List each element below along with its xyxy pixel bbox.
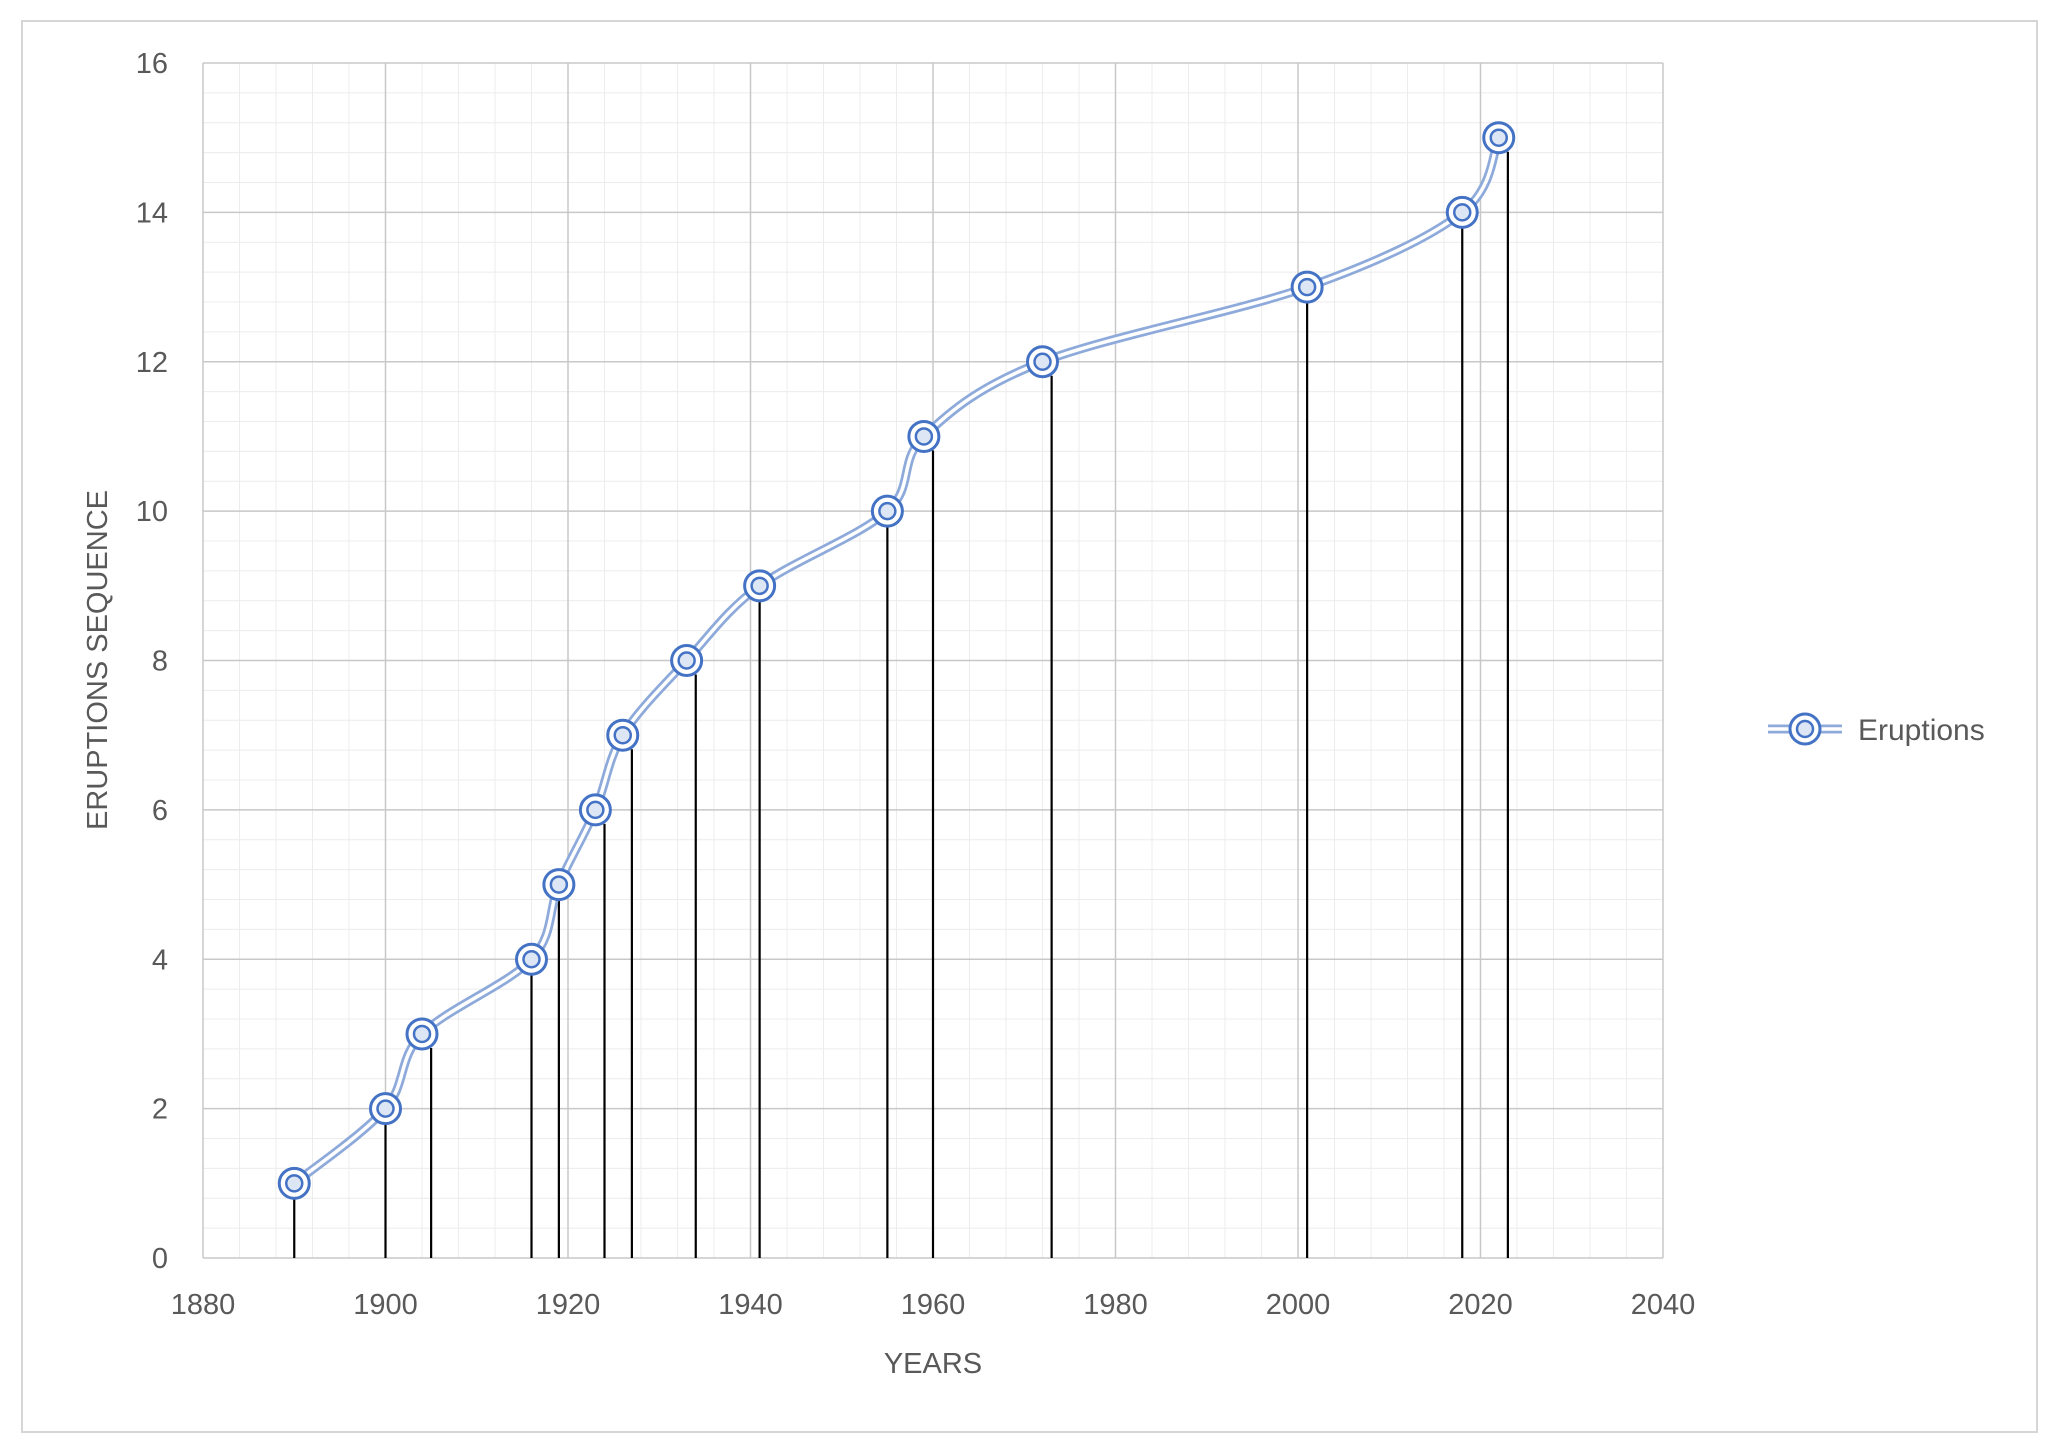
y-tick-label: 12 [136,347,168,379]
x-tick-label: 2020 [1448,1289,1513,1321]
y-tick-label: 6 [152,795,168,827]
legend-swatch-eruptions [1768,712,1842,746]
data-point-marker [606,718,640,752]
y-tick-label: 4 [152,944,168,976]
marker-inner-ring [586,800,605,820]
marker-inner-ring [376,1099,395,1118]
series-line-inner [292,135,1501,1186]
data-point-marker [670,644,704,677]
y-tick-label: 10 [136,496,168,528]
x-tick-label: 2000 [1266,1289,1331,1321]
legend-label-eruptions: Eruptions [1858,714,1985,747]
data-point-marker [578,793,612,827]
drop-lines [293,151,1509,1258]
data-point-marker [1445,195,1479,229]
x-tick-label: 1940 [718,1289,783,1321]
data-point-marker [1026,345,1059,379]
x-tick-label: 1880 [171,1289,236,1321]
data-point-marker [743,569,777,603]
x-tick-label: 2040 [1631,1289,1696,1321]
y-tick-label: 16 [136,48,168,80]
marker-inner-ring [1489,128,1508,147]
y-tick-label: 0 [152,1243,168,1275]
data-point-marker [1482,121,1516,155]
marker-inner-ring [522,950,541,969]
y-tick-label: 14 [136,197,168,229]
data-point-marker [542,868,576,902]
marker-inner-ring [412,1024,432,1044]
y-tick-label: 8 [152,646,168,678]
marker-inner-ring [677,651,696,670]
marker-inner-ring [750,576,769,596]
data-point-marker [405,1017,439,1051]
x-axis-tick-labels: 1880 1900 1920 1940 1960 1980 2000 2020 2040 [171,1289,1696,1321]
data-point-marker [907,419,941,453]
legend-marker-inner [1795,719,1815,739]
x-tick-label: 1980 [1083,1289,1148,1321]
x-axis-title: YEARS [884,1348,982,1380]
series-line-eruptions [289,133,1504,1188]
marker-inner-ring [1033,352,1052,371]
data-point-marker [277,1166,311,1200]
x-tick-label: 1920 [536,1289,601,1321]
data-point-marker [1290,270,1324,304]
marker-inner-ring [1297,277,1317,297]
data-point-marker [515,942,548,976]
markers-eruptions [277,121,1516,1200]
legend: Eruptions [1768,712,1985,747]
marker-inner-ring [914,427,934,446]
x-tick-label: 1960 [901,1289,966,1321]
marker-inner-ring [1453,203,1472,222]
x-tick-label: 1900 [353,1289,418,1321]
data-point-marker [369,1092,402,1126]
marker-inner-ring [549,875,569,894]
y-axis-tick-labels: 0 2 4 6 8 10 12 14 16 [136,48,168,1275]
marker-inner-ring [285,1174,304,1193]
data-point-marker [870,494,904,528]
y-tick-label: 2 [152,1094,168,1126]
marker-inner-ring [613,725,632,745]
y-axis-title: ERUPTIONS SEQUENCE [82,490,114,830]
marker-inner-ring [878,501,897,521]
